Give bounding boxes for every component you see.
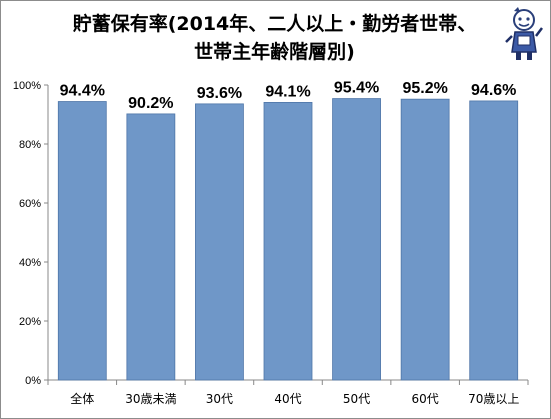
x-tick-label: 全体 xyxy=(70,391,94,406)
y-tick-label: 0% xyxy=(25,375,41,387)
x-tick-label: 60代 xyxy=(412,392,439,406)
x-tick-label: 40代 xyxy=(274,392,301,406)
x-tick-label: 30歳未満 xyxy=(125,392,176,406)
bars xyxy=(57,98,519,381)
y-tick-label: 40% xyxy=(19,257,41,269)
chart-title: 貯蓄保有率(2014年、二人以上・勤労者世帯、 世帯主年齢階層別) xyxy=(0,10,549,66)
data-label: 94.6% xyxy=(471,82,516,99)
x-axis: 全体 30歳未満 30代 40代 50代 60代 70歳以上 xyxy=(47,379,529,406)
bar xyxy=(400,98,450,381)
bar xyxy=(263,102,313,381)
data-label: 94.1% xyxy=(265,83,310,100)
chart-title-line-1: 貯蓄保有率(2014年、二人以上・勤労者世帯、 xyxy=(72,13,477,35)
y-tick-label: 100% xyxy=(13,80,41,92)
y-tick-label: 80% xyxy=(19,139,41,151)
data-labels: 94.4% 90.2% 93.6% 94.1% 95.4% 95.2% 94.6% xyxy=(60,80,517,112)
bar xyxy=(57,101,107,381)
mascot-logo xyxy=(505,7,543,60)
data-label: 95.4% xyxy=(334,80,379,97)
y-axis: 0% 20% 40% 60% 80% 100% xyxy=(13,80,49,387)
data-label: 95.2% xyxy=(402,80,447,97)
y-tick-label: 60% xyxy=(19,198,41,210)
bar xyxy=(195,103,244,381)
bar xyxy=(469,100,519,381)
x-tick-label: 50代 xyxy=(343,392,370,406)
data-label: 94.4% xyxy=(60,83,105,100)
data-label: 90.2% xyxy=(128,95,173,112)
bar xyxy=(332,98,381,381)
data-label: 93.6% xyxy=(197,85,242,102)
y-tick-label: 20% xyxy=(19,316,41,328)
chart-title-line-2: 世帯主年齢階層別) xyxy=(194,41,355,63)
x-tick-label: 30代 xyxy=(206,392,233,406)
bar xyxy=(126,113,176,381)
x-tick-label: 70歳以上 xyxy=(468,392,519,406)
